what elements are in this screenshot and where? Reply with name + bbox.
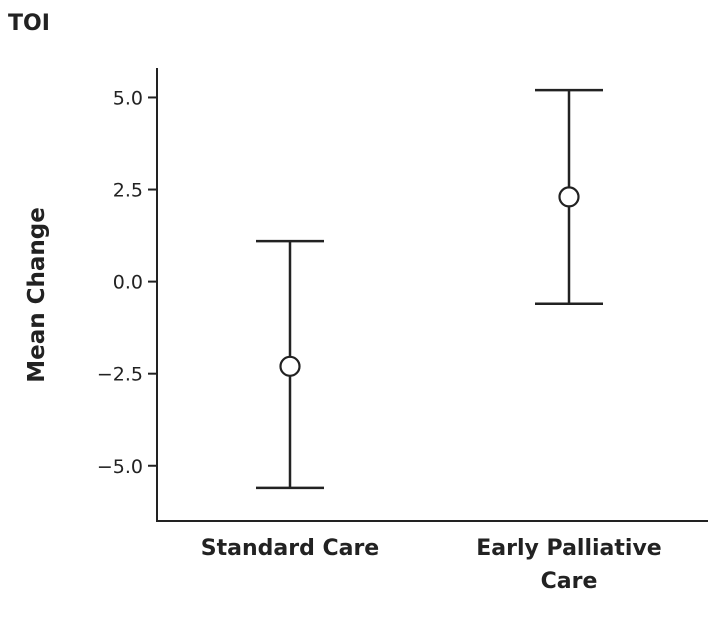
error-bars — [256, 88, 603, 490]
x-category-label: Early Palliative Care — [476, 536, 661, 594]
y-axis-label: Mean Change — [24, 207, 50, 383]
y-ticks: 5.0 2.5 0.0 −2.5 −5.0 — [97, 87, 157, 478]
x-category-labels: Standard Care Early Palliative Care — [201, 536, 662, 594]
y-tick-label: −5.0 — [97, 456, 143, 478]
error-bar-group — [256, 239, 324, 490]
y-tick-label: 5.0 — [113, 87, 143, 109]
mean-point — [558, 186, 580, 208]
error-bar-group — [535, 88, 603, 305]
chart-title: TOI — [8, 11, 50, 36]
x-category-label: Standard Care — [201, 536, 379, 561]
mean-point — [279, 355, 301, 377]
y-tick-label: 2.5 — [113, 180, 143, 202]
y-tick-label: −2.5 — [97, 364, 143, 386]
y-tick-label: 0.0 — [113, 272, 143, 294]
